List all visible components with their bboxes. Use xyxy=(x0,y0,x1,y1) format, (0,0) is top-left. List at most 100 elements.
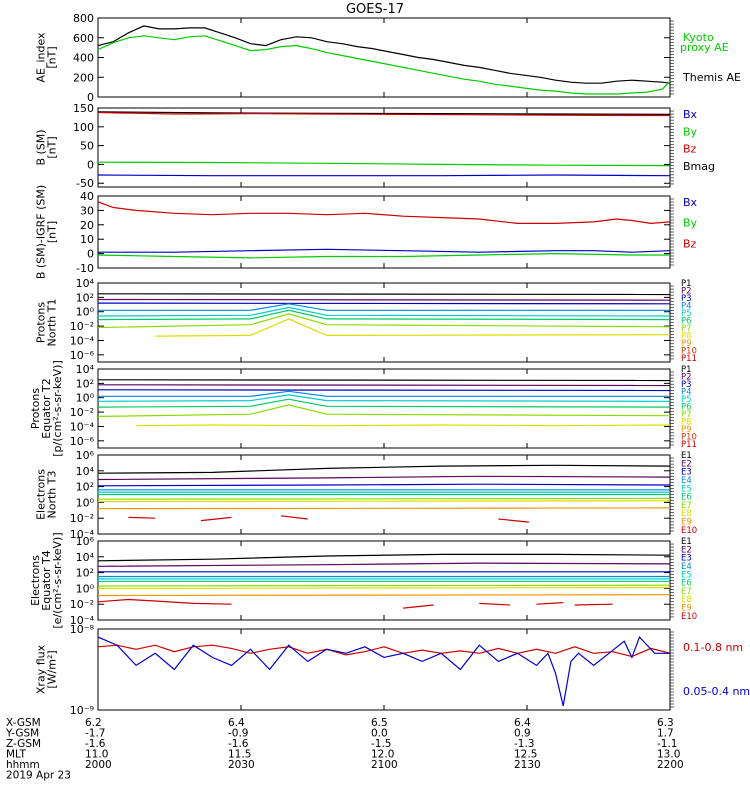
orbit-value: -1.6 xyxy=(85,738,106,750)
legend-entry: P2 xyxy=(681,287,692,297)
legend-entry: P7 xyxy=(681,324,692,334)
y-tick-label: 100 xyxy=(73,121,94,134)
legend-entry: E4 xyxy=(681,562,692,572)
orbit-value: -1.7 xyxy=(85,728,106,740)
legend-entry: P4 xyxy=(681,388,692,398)
legend-entry: E3 xyxy=(681,468,692,478)
legend-entry: E10 xyxy=(681,612,697,622)
orbit-value: 2100 xyxy=(371,759,398,771)
orbit-value: 6.3 xyxy=(657,717,674,729)
orbit-value: -0.9 xyxy=(228,728,249,740)
y-tick-label: 10⁻⁴ xyxy=(70,614,95,627)
orbit-value: 1.7 xyxy=(657,728,674,740)
panel-7: 10⁶ 10⁴ 10² 10⁰ 10⁻² 10⁻⁴ ElectronsEquator T4[… xyxy=(29,532,697,628)
series-line-1 xyxy=(98,644,670,658)
y-tick-label: 10⁴ xyxy=(76,551,95,564)
y-tick-label: -50 xyxy=(76,177,94,190)
legend-entry: P9 xyxy=(681,425,692,435)
series-line-8 xyxy=(155,318,670,337)
orbit-value: 6.5 xyxy=(371,717,388,729)
panel-frame xyxy=(97,17,671,98)
series-line-1 xyxy=(98,201,670,225)
y-tick-label: 10⁴ xyxy=(76,277,95,290)
legend-entry: Bx xyxy=(683,108,698,121)
y-tick-label: 20 xyxy=(80,219,94,232)
y-tick-label: 10⁰ xyxy=(76,392,95,405)
y-axis-label: ElectronsNorth T3 xyxy=(35,469,59,520)
legend-entry: Kyoto xyxy=(683,31,714,44)
series-line-1 xyxy=(98,293,670,296)
series-line-9 xyxy=(98,594,670,597)
legend-entry: P5 xyxy=(681,395,692,405)
series-line-2 xyxy=(98,635,670,707)
orbit-value: 6.4 xyxy=(228,717,245,729)
orbit-value: 12.0 xyxy=(371,749,394,761)
legend-entry: E8 xyxy=(681,509,692,519)
series-line-3 xyxy=(98,483,670,487)
legend-entry: E1 xyxy=(681,451,692,461)
y-tick-label: 10⁻⁴ xyxy=(70,528,95,541)
series-line-1 xyxy=(98,111,670,115)
series-line-8 xyxy=(98,586,670,590)
series-line-12 xyxy=(280,515,308,520)
legend-entry: E1 xyxy=(681,537,692,547)
series-line-8 xyxy=(136,424,670,427)
series-line-4 xyxy=(98,303,670,311)
y-axis-label: ElectronsEquator T4[e/(cm²-s-sr-keV)] xyxy=(29,532,64,628)
date-label: 2019 Apr 23 xyxy=(6,770,71,782)
legend-entry: Bz xyxy=(683,143,697,156)
y-tick-label: 0 xyxy=(87,158,94,171)
orbit-value: 12.5 xyxy=(514,749,537,761)
orbit-row-label: hhmm xyxy=(6,759,40,771)
legend-entry: P4 xyxy=(681,302,692,312)
orbit-value: 2000 xyxy=(85,759,112,771)
legend-entry: P1 xyxy=(681,365,692,375)
orbit-value: 2200 xyxy=(657,759,684,771)
legend-entry: 0.05-0.4 nm xyxy=(683,685,750,698)
legend-entry: Themis AE xyxy=(682,71,741,84)
legend-entry: E7 xyxy=(681,587,692,597)
series-line-2 xyxy=(98,248,670,253)
y-tick-label: 10² xyxy=(76,291,94,304)
y-tick-label: 10² xyxy=(76,481,94,494)
orbit-value: -1.1 xyxy=(657,738,678,750)
y-tick-label: 10⁻⁶ xyxy=(70,435,95,448)
y-tick-label: 10 xyxy=(80,233,94,246)
orbit-value: 11.0 xyxy=(85,749,108,761)
y-tick-label: 800 xyxy=(73,12,94,25)
legend-entry: E6 xyxy=(681,493,692,503)
series-line-7 xyxy=(98,497,670,500)
y-tick-label: 600 xyxy=(73,32,94,45)
legend-entry: P8 xyxy=(681,418,692,428)
y-tick-label: 0 xyxy=(87,248,94,261)
y-tick-label: 10⁶ xyxy=(76,449,95,462)
legend-entry: E3 xyxy=(681,554,692,564)
y-tick-label: 50 xyxy=(80,140,94,153)
series-line-6 xyxy=(98,398,670,408)
y-tick-label: 10² xyxy=(76,567,94,580)
y-tick-label: 150 xyxy=(73,102,94,115)
legend-entry: E2 xyxy=(681,545,692,555)
y-tick-label: 30 xyxy=(80,204,94,217)
series-line-1 xyxy=(98,25,670,84)
legend-entry: By xyxy=(683,217,698,230)
y-axis-label: Xray flux[W/m²] xyxy=(35,644,59,694)
series-line-8 xyxy=(98,500,670,503)
legend-entry: P6 xyxy=(681,317,692,327)
series-line-12 xyxy=(479,602,510,606)
series-line-3 xyxy=(98,389,670,392)
y-tick-label: 10⁻⁸ xyxy=(70,623,95,636)
panel-8: 10⁻⁸ 10⁻⁹ Xray flux[W/m²] 0.1-0.8 nm 0.05-0.… xyxy=(35,623,750,717)
series-line-11 xyxy=(403,604,434,609)
series-line-2 xyxy=(98,111,670,117)
legend-entry: Bmag xyxy=(683,160,715,173)
orbit-value: 6.2 xyxy=(85,717,102,729)
series-line-2 xyxy=(98,562,670,567)
y-tick-label: 10⁻⁶ xyxy=(70,349,95,362)
y-tick-label: 40 xyxy=(80,190,94,203)
y-tick-label: 10⁻⁴ xyxy=(70,334,95,347)
legend-entry: P6 xyxy=(681,403,692,413)
